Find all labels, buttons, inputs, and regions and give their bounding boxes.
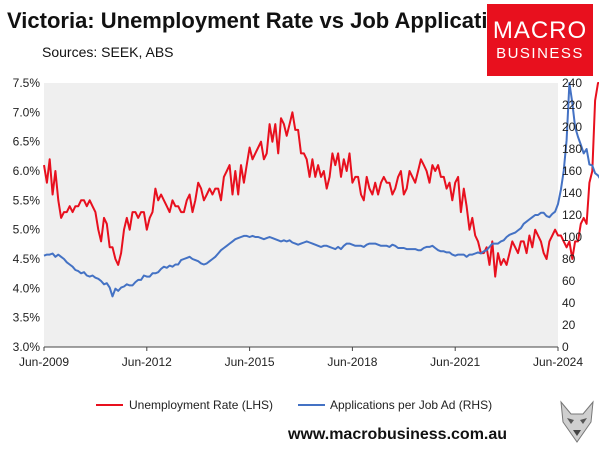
y-right-tick-label: 160 [562, 164, 582, 178]
y-left-tick-label: 7.0% [13, 105, 41, 119]
y-right-tick-label: 80 [562, 252, 576, 266]
y-right-tick-label: 220 [562, 98, 582, 112]
y-left-tick-label: 4.5% [13, 252, 41, 266]
y-left-tick-label: 3.0% [13, 340, 41, 354]
y-right-tick-label: 100 [562, 230, 582, 244]
y-right-tick-label: 40 [562, 296, 576, 310]
logo-text-top: MACRO [492, 17, 588, 44]
y-left-tick-label: 3.5% [13, 311, 41, 325]
y-right-tick-label: 60 [562, 274, 576, 288]
y-right-tick-label: 240 [562, 76, 582, 90]
y-left-tick-label: 7.5% [13, 76, 41, 90]
y-right-tick-label: 180 [562, 142, 582, 156]
wolf-logo-icon [560, 400, 594, 443]
y-left-tick-label: 4.0% [13, 281, 41, 295]
x-tick-label: Jun-2021 [430, 355, 480, 369]
y-left-tick-label: 6.0% [13, 164, 41, 178]
macrobusiness-logo: MACRO BUSINESS [487, 4, 593, 76]
x-tick-label: Jun-2018 [327, 355, 377, 369]
chart-title: Victoria: Unemployment Rate vs Job Appli… [7, 8, 527, 33]
plot-area [44, 83, 558, 347]
legend-label-applications: Applications per Job Ad (RHS) [330, 398, 492, 412]
chart-subtitle: Sources: SEEK, ABS [42, 44, 174, 60]
y-right-tick-label: 140 [562, 186, 582, 200]
y-right-tick-label: 200 [562, 120, 582, 134]
y-left-tick-label: 5.0% [13, 223, 41, 237]
y-left-tick-label: 6.5% [13, 135, 41, 149]
website-url: www.macrobusiness.com.au [288, 426, 508, 443]
x-tick-label: Jun-2012 [122, 355, 172, 369]
x-tick-label: Jun-2015 [225, 355, 275, 369]
y-right-tick-label: 20 [562, 318, 576, 332]
y-left-tick-label: 5.5% [13, 193, 41, 207]
applications-per-job-ad-line [43, 82, 599, 298]
unemployment-rate-line [43, 82, 599, 278]
y-right-tick-label: 120 [562, 208, 582, 222]
x-tick-label: Jun-2009 [19, 355, 69, 369]
legend: Unemployment Rate (LHS) Applications per … [96, 398, 492, 412]
x-tick-label: Jun-2024 [533, 355, 583, 369]
logo-text-bottom: BUSINESS [496, 45, 584, 62]
legend-label-unemployment: Unemployment Rate (LHS) [129, 398, 273, 412]
y-right-tick-label: 0 [562, 340, 569, 354]
